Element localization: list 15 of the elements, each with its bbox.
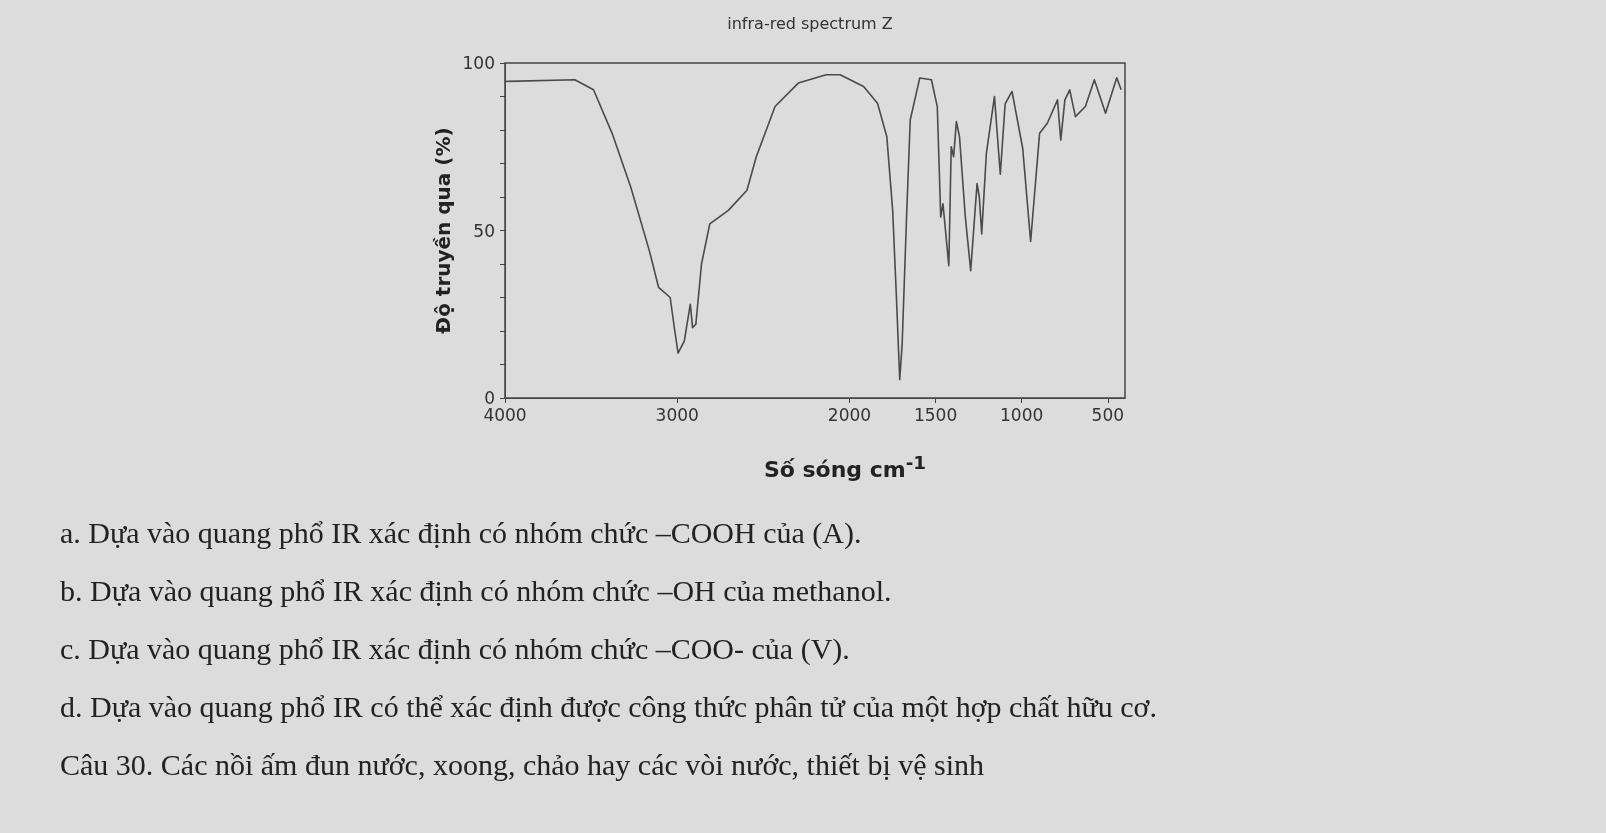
- y-tick-label: 50: [473, 220, 495, 241]
- text: d. Dựa vào quang phổ IR có thể xác định được công thức phân tử của một hợp chất hữu cơ.: [60, 689, 1158, 725]
- text: c. Dựa vào quang phổ IR xác định có nhóm chức –COO- của (V).: [60, 631, 851, 667]
- text: a. Dựa vào quang phổ IR xác định có nhóm chức –COOH của (A).: [60, 515, 863, 551]
- x-tick-label: 2000: [827, 404, 872, 425]
- x-axis-title: Số sóng cm$^{-1}$: [762, 452, 928, 483]
- x-tick-label: 500: [1091, 404, 1124, 425]
- chart-title: infra-red spectrum Z: [727, 13, 893, 33]
- text: Câu 30. Các nồi ấm đun nước, xoong, chảo hay các vòi nước, thiết bị vệ sinh: [60, 747, 986, 783]
- text: b. Dựa vào quang phổ IR xác định có nhóm chức –OH của methanol.: [60, 573, 893, 609]
- x-tick-label: 1500: [913, 404, 958, 425]
- y-axis-title: Độ truyền qua (%): [431, 127, 455, 334]
- x-tick-label: 3000: [655, 404, 699, 425]
- x-tick-label: 1000: [1000, 404, 1044, 425]
- y-tick-label: 100: [462, 53, 495, 73]
